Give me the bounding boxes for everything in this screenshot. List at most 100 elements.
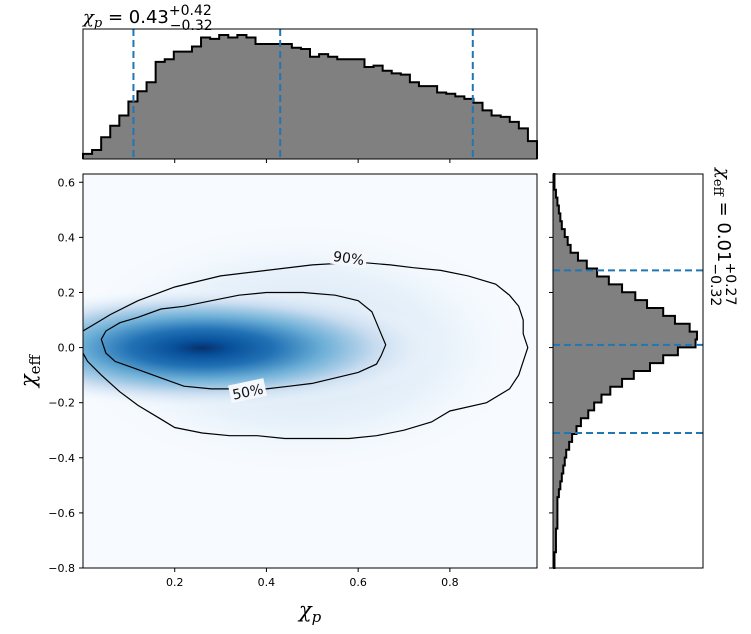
top-histogram-title: χp = 0.43+0.42 −0.32 xyxy=(81,3,213,34)
right-histogram-bar xyxy=(553,292,636,301)
top-histogram-bar xyxy=(382,70,393,159)
top-histogram-bar xyxy=(491,115,502,159)
right-histogram-bar xyxy=(553,449,567,459)
right-histogram-bar xyxy=(553,465,564,474)
y-axis-label: χeff xyxy=(16,354,44,390)
top-histogram-bar xyxy=(173,51,184,159)
x-axis-ticks: 0.2 0.4 0.6 0.8 xyxy=(166,568,459,589)
y-tick-label: −0.4 xyxy=(48,452,75,465)
top-histogram-bar xyxy=(509,121,520,159)
x-axis-label: χp xyxy=(297,598,322,626)
density-panel: 90% 50% 0.2 0.4 0.6 0.8 −0.8 −0.6 −0.4 −0.2 0.0 0… xyxy=(16,173,538,626)
top-histogram-bar xyxy=(201,37,211,159)
y-tick-label: −0.8 xyxy=(48,562,75,575)
contour-90 xyxy=(83,261,529,440)
top-histogram-bar xyxy=(146,82,157,159)
right-histogram-panel: χeff = 0.01+0.27−0.32 xyxy=(549,166,738,569)
right-histogram-bar xyxy=(553,339,696,348)
top-histogram-bar xyxy=(482,110,492,159)
y-tick-label: −0.6 xyxy=(48,507,75,520)
right-histogram-bar xyxy=(553,221,562,230)
density-core xyxy=(83,286,442,410)
right-histogram-bar xyxy=(553,536,556,545)
right-histogram-bar xyxy=(553,434,573,443)
right-histogram-bar xyxy=(553,544,556,553)
right-histogram-bar xyxy=(553,347,678,356)
top-histogram-bar xyxy=(210,38,220,159)
top-histogram-bar xyxy=(110,125,120,159)
top-histogram-outline xyxy=(82,34,538,159)
y-tick-label: 0.2 xyxy=(58,286,76,299)
x-tick-label: 0.2 xyxy=(166,576,184,589)
right-histogram-bar xyxy=(553,244,571,254)
right-histogram-bar xyxy=(553,426,577,435)
top-histogram-bar xyxy=(137,91,147,159)
top-histogram-bar xyxy=(92,150,102,159)
top-histogram-bar xyxy=(264,43,275,159)
top-histogram-bar xyxy=(428,86,438,159)
top-histogram-bar xyxy=(355,59,365,159)
top-histogram-bar xyxy=(191,46,202,159)
right-quantile-lines xyxy=(553,269,703,434)
top-histogram-bar xyxy=(527,141,538,159)
right-histogram-bar xyxy=(553,363,650,372)
y-axis-ticks: −0.8 −0.6 −0.4 −0.2 0.0 0.2 0.4 0.6 xyxy=(48,176,83,575)
right-histogram-bar xyxy=(553,489,559,498)
top-histogram-bars xyxy=(82,34,538,159)
top-histogram-bar xyxy=(473,102,483,159)
right-histogram-bar xyxy=(553,355,664,364)
contour-label: 90% xyxy=(332,249,365,269)
right-histogram-bar xyxy=(553,528,556,537)
top-histogram-bar xyxy=(328,56,338,159)
y-tick-label: 0.0 xyxy=(58,342,76,355)
right-histogram-bars xyxy=(553,173,698,569)
right-histogram-bar xyxy=(553,276,609,285)
right-histogram-bar xyxy=(553,512,558,522)
y-tick-label: −0.2 xyxy=(48,397,75,410)
right-histogram-bar xyxy=(553,481,561,490)
right-histogram-bar xyxy=(553,189,556,199)
right-histogram-bar xyxy=(553,402,595,411)
top-histogram-bar xyxy=(219,35,229,159)
top-histogram-frame xyxy=(82,28,538,160)
right-histogram-bar xyxy=(553,237,568,246)
right-histogram-title: χeff = 0.01+0.27−0.32 xyxy=(707,166,738,306)
x-tick-label: 0.6 xyxy=(349,576,367,589)
top-histogram-bar xyxy=(255,43,265,159)
right-histogram-bar xyxy=(553,386,611,396)
right-histogram-bar xyxy=(553,457,565,466)
density-frame xyxy=(82,173,538,569)
right-histogram-bar xyxy=(553,284,623,293)
right-histogram-bar xyxy=(553,520,558,529)
top-histogram-bar xyxy=(400,74,411,159)
top-histogram-bar xyxy=(300,49,311,159)
top-histogram-bar xyxy=(155,61,166,159)
right-histogram-bar xyxy=(553,205,559,214)
right-histogram-bar xyxy=(553,213,561,222)
right-histogram-bar xyxy=(553,394,602,403)
top-histogram-bar xyxy=(182,51,193,159)
top-histogram-bar xyxy=(83,153,93,159)
right-histogram-ticks xyxy=(549,181,553,569)
right-histogram-bar xyxy=(553,268,598,277)
top-histogram-bar xyxy=(337,59,347,159)
y-tick-label: 0.4 xyxy=(58,231,76,244)
contour-label-bg xyxy=(329,245,368,269)
right-histogram-bar xyxy=(553,473,562,482)
right-histogram-outline xyxy=(553,173,698,569)
right-histogram-bar xyxy=(553,300,648,309)
top-histogram-bar xyxy=(101,137,111,159)
top-histogram-bar xyxy=(346,59,356,159)
y-tick-label: 0.6 xyxy=(58,176,76,189)
top-histogram-bar xyxy=(409,82,420,159)
right-histogram-bar xyxy=(553,410,589,419)
right-histogram-bar xyxy=(553,331,697,340)
top-histogram-bar xyxy=(237,35,247,159)
contour-label-bg xyxy=(228,378,268,404)
right-histogram-bar xyxy=(553,252,578,262)
top-histogram-bar xyxy=(282,43,293,159)
top-histogram-bar xyxy=(418,86,429,159)
top-histogram-panel: χp = 0.43+0.42 −0.32 xyxy=(81,3,538,163)
top-histogram-bar xyxy=(373,65,384,159)
